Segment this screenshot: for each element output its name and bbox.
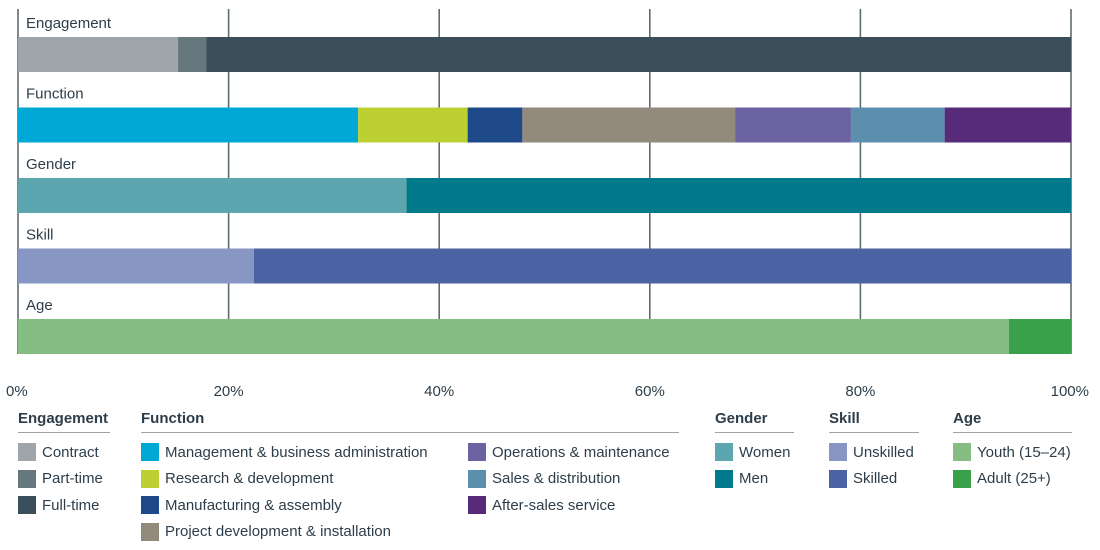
legend-label: Operations & maintenance bbox=[492, 443, 670, 461]
row-label: Skill bbox=[26, 227, 54, 244]
x-tick-label: 60% bbox=[635, 383, 665, 400]
legend-swatch bbox=[953, 443, 971, 462]
legend-item-research: Research & development bbox=[141, 466, 446, 493]
legend-item-women: Women bbox=[715, 439, 794, 466]
bar-segment-women bbox=[18, 178, 407, 213]
bar-segment-sales-distribution bbox=[850, 107, 945, 143]
legend-item-after-sales: After-sales service bbox=[468, 492, 670, 519]
legend-item-operations: Operations & maintenance bbox=[468, 439, 670, 466]
legend-label: Youth (15–24) bbox=[977, 443, 1071, 461]
legend-label: Manufacturing & assembly bbox=[165, 496, 342, 514]
legend-item-men: Men bbox=[715, 466, 794, 493]
legend-swatch bbox=[829, 469, 847, 488]
bar-segment-after-sales-service bbox=[944, 107, 1071, 143]
row-label: Gender bbox=[26, 156, 76, 173]
legend-title: Function bbox=[141, 410, 679, 433]
bar-segment-adult-25 bbox=[1008, 319, 1071, 354]
legend-label: Sales & distribution bbox=[492, 470, 621, 488]
legend-label: Men bbox=[739, 470, 769, 488]
legend-label: Full-time bbox=[42, 496, 100, 514]
legend-function: Function Management & business administr… bbox=[141, 410, 679, 545]
legend-label: After-sales service bbox=[492, 496, 616, 514]
bar-segment-research-development bbox=[358, 107, 468, 143]
bar-segment-full-time bbox=[206, 37, 1071, 72]
legend-title: Engagement bbox=[18, 410, 110, 433]
legend-swatch bbox=[141, 443, 159, 462]
legend-item-sales: Sales & distribution bbox=[468, 466, 670, 493]
legend-column: Contract Part-time Full-time bbox=[18, 439, 110, 519]
legend-swatch bbox=[715, 443, 733, 462]
legend-column: Management & business administration Res… bbox=[141, 433, 446, 545]
legend-swatch bbox=[18, 443, 36, 462]
x-tick-label: 20% bbox=[214, 383, 244, 400]
legend-swatch bbox=[141, 522, 159, 541]
legend-column: Operations & maintenance Sales & distrib… bbox=[468, 433, 670, 545]
legend-gender: Gender Women Men bbox=[715, 410, 794, 492]
legend-label: Unskilled bbox=[853, 443, 914, 461]
bar-segment-youth-15-24 bbox=[18, 319, 1009, 354]
bar-segment-management-business-administration bbox=[18, 107, 359, 143]
legend-item-skilled: Skilled bbox=[829, 466, 919, 493]
legend-swatch bbox=[468, 443, 486, 462]
legend-title: Skill bbox=[829, 410, 919, 433]
bar-segment-operations-maintenance bbox=[735, 107, 851, 143]
legend-item-full-time: Full-time bbox=[18, 492, 110, 519]
legend-column: Youth (15–24) Adult (25+) bbox=[953, 439, 1072, 492]
legend-label: Part-time bbox=[42, 470, 103, 488]
legend-label: Women bbox=[739, 443, 791, 461]
bar-segment-contract bbox=[18, 37, 179, 72]
legend-swatch bbox=[141, 469, 159, 488]
legend-column: Unskilled Skilled bbox=[829, 439, 919, 492]
legend-age: Age Youth (15–24) Adult (25+) bbox=[953, 410, 1072, 492]
legend-item-contract: Contract bbox=[18, 439, 110, 466]
bar-segment-men bbox=[406, 178, 1071, 213]
legend-swatch bbox=[715, 469, 733, 488]
legend-item-project-development: Project development & installation bbox=[141, 519, 446, 546]
legend-item-adult: Adult (25+) bbox=[953, 466, 1072, 493]
row-label: Function bbox=[26, 86, 84, 103]
bar-segment-manufacturing-assembly bbox=[467, 107, 523, 143]
legend-swatch bbox=[468, 469, 486, 488]
legend-label: Contract bbox=[42, 443, 99, 461]
legend-item-part-time: Part-time bbox=[18, 466, 110, 493]
legend-engagement: Engagement Contract Part-time Full-time bbox=[18, 410, 110, 519]
legend-swatch bbox=[953, 469, 971, 488]
x-tick-label: 40% bbox=[424, 383, 454, 400]
legend-title: Age bbox=[953, 410, 1072, 433]
legend-skill: Skill Unskilled Skilled bbox=[829, 410, 919, 492]
bar-segment-unskilled bbox=[18, 248, 254, 284]
legend-label: Adult (25+) bbox=[977, 470, 1051, 488]
row-label: Engagement bbox=[26, 15, 112, 32]
legend-item-unskilled: Unskilled bbox=[829, 439, 919, 466]
legend-column: Women Men bbox=[715, 439, 794, 492]
bar-segment-project-development-installation bbox=[522, 107, 736, 143]
x-tick-label: 80% bbox=[845, 383, 875, 400]
bar-segment-skilled bbox=[253, 248, 1071, 284]
legend-swatch bbox=[18, 469, 36, 488]
x-tick-label: 100% bbox=[1051, 383, 1089, 400]
legend-title: Gender bbox=[715, 410, 794, 433]
legend-swatch bbox=[18, 496, 36, 515]
legend-item-manufacturing: Manufacturing & assembly bbox=[141, 492, 446, 519]
legend-item-management: Management & business administration bbox=[141, 439, 446, 466]
legend-label: Project development & installation bbox=[165, 523, 391, 541]
x-tick-label: 0% bbox=[6, 383, 28, 400]
stacked-bar-chart: 0% 20% 40% 60% 80% 100% Engagement Function Gend… bbox=[6, 9, 1089, 400]
legend-item-youth: Youth (15–24) bbox=[953, 439, 1072, 466]
legend-label: Skilled bbox=[853, 470, 898, 488]
legend-swatch bbox=[829, 443, 847, 462]
row-label: Age bbox=[26, 297, 53, 314]
legend-swatch bbox=[141, 496, 159, 515]
legend-label: Research & development bbox=[165, 470, 334, 488]
legend-swatch bbox=[468, 496, 486, 515]
legend-columns: Management & business administration Res… bbox=[141, 433, 679, 545]
legend-label: Management & business administration bbox=[165, 443, 428, 461]
bar-segment-part-time bbox=[178, 37, 207, 72]
